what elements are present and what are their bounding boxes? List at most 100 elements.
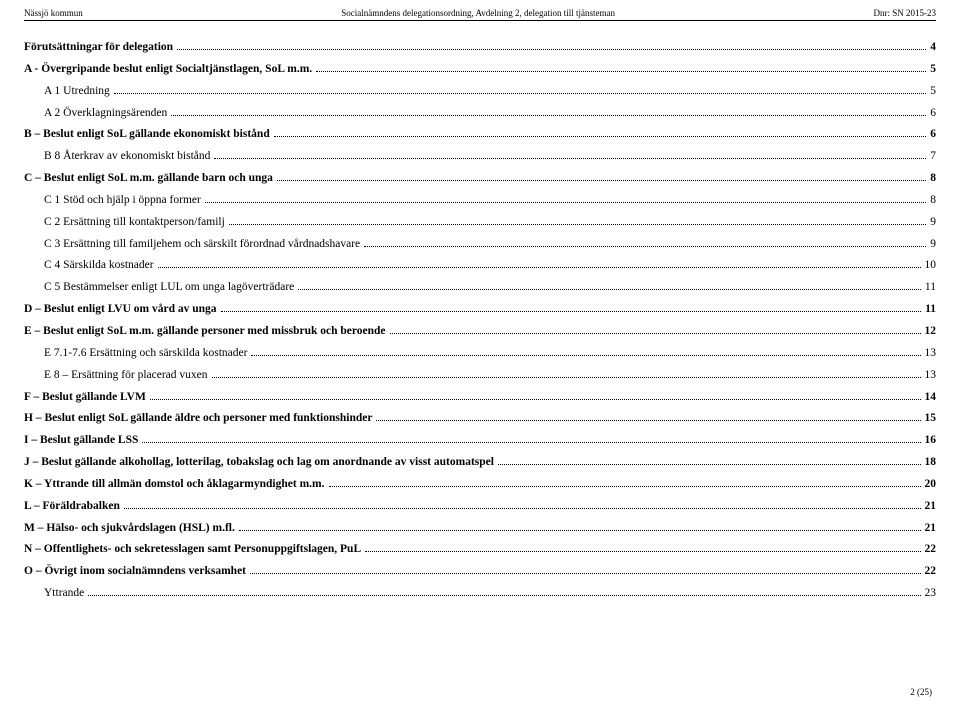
toc-leader: [88, 588, 920, 596]
toc-page-number: 4: [930, 37, 936, 59]
toc-label: A 1 Utredning: [44, 81, 110, 103]
toc-leader: [177, 42, 926, 50]
toc-entry: E 7.1-7.6 Ersättning och särskilda kostn…: [24, 343, 936, 365]
toc-leader: [364, 239, 926, 247]
toc-label: D – Beslut enligt LVU om vård av unga: [24, 299, 217, 321]
toc-entry: B – Beslut enligt SoL gällande ekonomisk…: [24, 124, 936, 146]
toc-leader: [274, 129, 927, 137]
toc-entry: B 8 Återkrav av ekonomiskt bistånd 7: [24, 146, 936, 168]
toc-label: I – Beslut gällande LSS: [24, 430, 138, 452]
toc-entry: M – Hälso- och sjukvårdslagen (HSL) m.fl…: [24, 518, 936, 540]
header-left: Nässjö kommun: [24, 8, 83, 18]
toc-entry: O – Övrigt inom socialnämndens verksamhe…: [24, 561, 936, 583]
toc-entry: C 1 Stöd och hjälp i öppna former 8: [24, 190, 936, 212]
toc-label: F – Beslut gällande LVM: [24, 387, 146, 409]
toc-entry: C 5 Bestämmelser enligt LUL om unga lagö…: [24, 277, 936, 299]
document-page: Nässjö kommun Socialnämndens delegations…: [0, 0, 960, 707]
toc-page-number: 15: [925, 408, 937, 430]
toc-leader: [171, 108, 926, 116]
toc-label: E 7.1-7.6 Ersättning och särskilda kostn…: [44, 343, 247, 365]
toc-label: E 8 – Ersättning för placerad vuxen: [44, 365, 208, 387]
toc-leader: [390, 326, 921, 334]
toc-leader: [277, 173, 926, 181]
toc-leader: [142, 435, 920, 443]
toc-leader: [114, 86, 926, 94]
toc-label: B 8 Återkrav av ekonomiskt bistånd: [44, 146, 210, 168]
page-header: Nässjö kommun Socialnämndens delegations…: [24, 8, 936, 21]
toc-entry: E – Beslut enligt SoL m.m. gällande pers…: [24, 321, 936, 343]
toc-label: C 3 Ersättning till familjehem och särsk…: [44, 234, 360, 256]
toc-leader: [229, 217, 926, 225]
toc-page-number: 20: [925, 474, 937, 496]
toc-label: N – Offentlighets- och sekretesslagen sa…: [24, 539, 361, 561]
table-of-contents: Förutsättningar för delegation 4A - Överg…: [24, 37, 936, 605]
toc-label: Yttrande: [44, 583, 84, 605]
toc-leader: [205, 195, 926, 203]
toc-entry: I – Beslut gällande LSS 16: [24, 430, 936, 452]
toc-page-number: 13: [925, 365, 937, 387]
toc-entry: K – Yttrande till allmän domstol och åkl…: [24, 474, 936, 496]
toc-page-number: 7: [930, 146, 936, 168]
toc-entry: L – Föräldrabalken21: [24, 496, 936, 518]
toc-label: E – Beslut enligt SoL m.m. gällande pers…: [24, 321, 386, 343]
toc-label: Förutsättningar för delegation: [24, 37, 173, 59]
toc-page-number: 8: [930, 190, 936, 212]
toc-label: M – Hälso- och sjukvårdslagen (HSL) m.fl…: [24, 518, 235, 540]
toc-label: K – Yttrande till allmän domstol och åkl…: [24, 474, 325, 496]
toc-entry: C 4 Särskilda kostnader10: [24, 255, 936, 277]
page-footer: 2 (25): [910, 687, 932, 697]
toc-page-number: 6: [930, 124, 936, 146]
toc-entry: A 2 Överklagningsärenden6: [24, 103, 936, 125]
toc-label: H – Beslut enligt SoL gällande äldre och…: [24, 408, 372, 430]
toc-leader: [376, 413, 920, 421]
toc-leader: [329, 479, 921, 487]
toc-leader: [250, 566, 920, 574]
toc-page-number: 12: [925, 321, 937, 343]
toc-page-number: 5: [930, 59, 936, 81]
toc-leader: [498, 457, 921, 465]
toc-leader: [158, 261, 921, 269]
toc-entry: C – Beslut enligt SoL m.m. gällande barn…: [24, 168, 936, 190]
toc-leader: [150, 392, 921, 400]
toc-label: J – Beslut gällande alkohollag, lotteril…: [24, 452, 494, 474]
toc-label: C – Beslut enligt SoL m.m. gällande barn…: [24, 168, 273, 190]
toc-entry: Förutsättningar för delegation 4: [24, 37, 936, 59]
toc-label: B – Beslut enligt SoL gällande ekonomisk…: [24, 124, 270, 146]
toc-page-number: 11: [925, 299, 936, 321]
toc-leader: [124, 501, 921, 509]
toc-label: C 5 Bestämmelser enligt LUL om unga lagö…: [44, 277, 294, 299]
header-right: Dnr: SN 2015-23: [874, 8, 937, 18]
toc-page-number: 14: [925, 387, 937, 409]
toc-leader: [212, 370, 921, 378]
toc-entry: A 1 Utredning 5: [24, 81, 936, 103]
toc-leader: [214, 151, 926, 159]
toc-entry: C 2 Ersättning till kontaktperson/familj…: [24, 212, 936, 234]
toc-page-number: 22: [925, 539, 937, 561]
toc-page-number: 5: [930, 81, 936, 103]
toc-label: A 2 Överklagningsärenden: [44, 103, 167, 125]
toc-page-number: 18: [925, 452, 937, 474]
toc-label: C 1 Stöd och hjälp i öppna former: [44, 190, 201, 212]
toc-entry: F – Beslut gällande LVM 14: [24, 387, 936, 409]
toc-leader: [251, 348, 920, 356]
toc-page-number: 8: [930, 168, 936, 190]
toc-entry: N – Offentlighets- och sekretesslagen sa…: [24, 539, 936, 561]
toc-page-number: 10: [925, 255, 937, 277]
toc-entry: H – Beslut enligt SoL gällande äldre och…: [24, 408, 936, 430]
toc-leader: [298, 282, 921, 290]
toc-page-number: 13: [925, 343, 937, 365]
toc-label: L – Föräldrabalken: [24, 496, 120, 518]
toc-entry: J – Beslut gällande alkohollag, lotteril…: [24, 452, 936, 474]
toc-entry: C 3 Ersättning till familjehem och särsk…: [24, 234, 936, 256]
toc-page-number: 22: [925, 561, 937, 583]
toc-entry: D – Beslut enligt LVU om vård av unga 11: [24, 299, 936, 321]
toc-page-number: 21: [925, 518, 937, 540]
toc-page-number: 16: [925, 430, 937, 452]
toc-label: O – Övrigt inom socialnämndens verksamhe…: [24, 561, 246, 583]
header-center: Socialnämndens delegationsordning, Avdel…: [83, 8, 874, 18]
toc-entry: A - Övergripande beslut enligt Socialtjä…: [24, 59, 936, 81]
toc-leader: [239, 523, 921, 531]
toc-page-number: 9: [930, 234, 936, 256]
toc-leader: [316, 64, 926, 72]
toc-page-number: 23: [925, 583, 937, 605]
